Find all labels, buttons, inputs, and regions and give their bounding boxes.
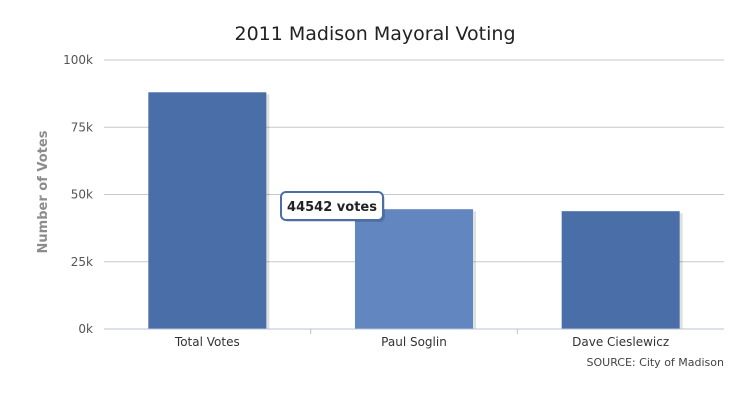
y-tick-label: 75k <box>71 120 93 134</box>
tooltip-text: 44542 votes <box>287 200 377 215</box>
tooltip-box <box>280 191 384 221</box>
bars <box>148 92 683 329</box>
y-tick-label: 25k <box>71 255 93 269</box>
bar[interactable] <box>561 211 680 329</box>
tooltip: 44542 votes <box>280 191 385 222</box>
x-tick-label: Total Votes <box>174 335 240 349</box>
y-tick-label: 50k <box>71 188 93 202</box>
bar[interactable] <box>148 92 267 329</box>
x-tick-label: Dave Cieslewicz <box>572 335 669 349</box>
y-tick-label: 0k <box>78 322 93 336</box>
y-tick-label: 100k <box>63 53 93 67</box>
bar[interactable] <box>355 209 473 329</box>
x-tick-label: Paul Soglin <box>381 335 447 349</box>
y-axis-label: Number of Votes <box>36 130 51 253</box>
source-note: SOURCE: City of Madison <box>587 356 725 369</box>
chart-title: 2011 Madison Mayoral Voting <box>234 23 515 45</box>
y-axis-ticks: 0k 25k 50k 75k 100k <box>63 53 93 336</box>
category-labels: Total Votes Paul Soglin Dave Cieslewicz <box>174 329 669 349</box>
